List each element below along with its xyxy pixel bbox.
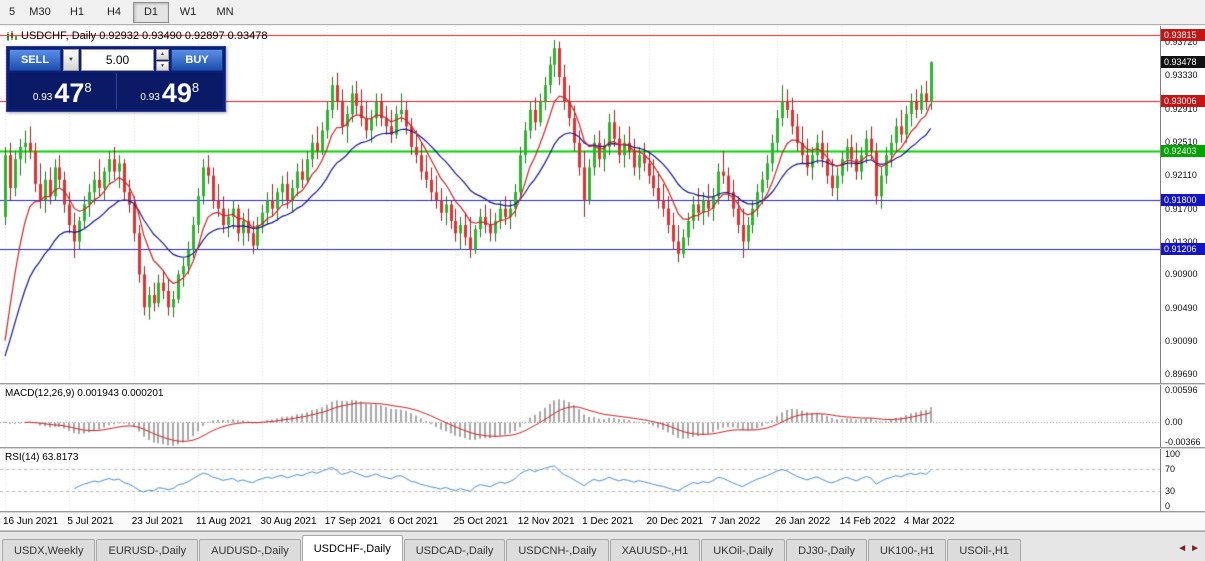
sell-button[interactable]: SELL	[9, 49, 61, 71]
chart-tab-ukoil-daily[interactable]: UKOil-,Daily	[701, 539, 786, 561]
price-level-badge: 0.91800	[1161, 194, 1205, 207]
chart-symbol-icon	[7, 30, 17, 41]
chart-tab-uk100-h1[interactable]: UK100-,H1	[867, 539, 947, 561]
rsi-axis-tick: 30	[1165, 486, 1176, 497]
period-button-5[interactable]: 5	[8, 6, 16, 18]
chart-tab-eurusd-daily[interactable]: EURUSD-,Daily	[96, 539, 199, 561]
volume-spin-down-icon[interactable]: ▼	[156, 60, 169, 71]
rsi-panel: RSI(14) 63.8173 100 70 30 0	[0, 449, 1205, 511]
time-label: 12 Nov 2021	[517, 516, 575, 527]
volume-dropdown-button[interactable]: ▼	[63, 49, 79, 71]
price-tick: 0.90900	[1165, 269, 1198, 280]
price-level-badge: 0.91206	[1161, 243, 1205, 256]
chart-title: USDCHF, Daily 0.92932 0.93490 0.92897 0.…	[6, 30, 267, 42]
time-label: 25 Oct 2021	[453, 516, 508, 527]
macd-axis[interactable]: 0.00596 0.00 -0.00366	[1160, 385, 1205, 447]
chart-tab-usdchf-daily[interactable]: USDCHF-,Daily	[301, 535, 403, 561]
price-tick: 0.92110	[1165, 169, 1197, 180]
one-click-trading-panel: SELL ▼ 5.00 ▲ ▼ BUY 0.93 47 8 0.93 49 8	[6, 46, 226, 112]
time-label: 26 Jan 2022	[775, 516, 831, 527]
chart-tab-xauusd-h1[interactable]: XAUUSD-,H1	[609, 539, 701, 561]
sell-price-prefix: 0.93	[32, 92, 53, 103]
time-label: 16 Jun 2021	[3, 516, 59, 527]
current-price-badge: 0.93478	[1161, 56, 1205, 69]
buy-price[interactable]: 0.93 49 8	[116, 73, 223, 109]
panel-separator[interactable]	[0, 511, 1205, 513]
price-tick: 0.92910	[1165, 104, 1198, 115]
time-label: 20 Dec 2021	[646, 516, 704, 527]
rsi-axis-tick: 70	[1165, 463, 1176, 474]
price-level-badge: 0.93815	[1161, 28, 1205, 41]
period-button-h4[interactable]: H4	[106, 6, 122, 18]
rsi-canvas[interactable]	[0, 449, 1160, 511]
price-tick: 0.93720	[1165, 37, 1198, 48]
buy-price-pips: 49	[161, 78, 192, 108]
sell-price[interactable]: 0.93 47 8	[9, 73, 117, 109]
price-tick: 0.90490	[1165, 303, 1198, 314]
time-label: 11 Aug 2021	[196, 516, 252, 527]
buy-price-point: 8	[191, 80, 200, 95]
rsi-label: RSI(14) 63.8173	[5, 452, 79, 463]
time-label: 30 Aug 2021	[260, 516, 317, 527]
time-label: 7 Jan 2022	[710, 516, 761, 527]
price-level-badge: 0.93006	[1161, 95, 1205, 108]
period-button-h1[interactable]: H1	[69, 6, 85, 18]
panel-separator[interactable]	[0, 383, 1205, 385]
volume-spin-up-icon[interactable]: ▲	[156, 49, 169, 60]
period-button-m30[interactable]: M30	[29, 6, 51, 18]
time-label: 1 Dec 2021	[582, 516, 634, 527]
price-tick: 0.92510	[1165, 136, 1198, 147]
chart-tab-usoil-h1[interactable]: USOil-,H1	[947, 539, 1021, 561]
macd-axis-tick: -0.00366	[1165, 437, 1201, 447]
period-button-mn[interactable]: MN	[216, 6, 234, 18]
macd-axis-tick: 0.00596	[1165, 385, 1198, 395]
time-label: 14 Feb 2022	[839, 516, 896, 527]
time-label: 17 Sep 2021	[324, 516, 382, 527]
price-tick: 0.91300	[1165, 236, 1198, 247]
period-button-d1[interactable]: D1	[133, 1, 169, 23]
price-tick: 0.91700	[1165, 203, 1198, 214]
price-axis[interactable]: 0.93720 0.93330 0.92910 0.92510 0.92110 0.917…	[1160, 26, 1205, 383]
time-axis[interactable]: 16 Jun 2021 5 Jul 2021 23 Jul 2021 11 Aug 2…	[0, 513, 1205, 531]
chart-tab-dj30-daily[interactable]: DJ30-,Daily	[786, 539, 867, 561]
time-label: 4 Mar 2022	[903, 516, 955, 527]
chart-tabs-bar: USDX,Weekly EURUSD-,Daily AUDUSD-,Daily USD…	[0, 531, 1205, 561]
time-label: 23 Jul 2021	[131, 516, 184, 527]
chart-tab-usdx-weekly[interactable]: USDX,Weekly	[2, 539, 96, 561]
volume-input[interactable]: 5.00	[81, 49, 154, 71]
period-button-w1[interactable]: W1	[179, 6, 197, 18]
buy-price-prefix: 0.93	[140, 92, 160, 103]
tab-scroll-left-icon[interactable]: ◄	[1177, 543, 1188, 554]
price-tick: 0.90090	[1165, 336, 1198, 347]
chart-tab-usdcad-daily[interactable]: USDCAD-,Daily	[403, 539, 506, 561]
periods-toolbar: 5 M30 H1 H4 D1 W1 MN	[0, 0, 1205, 25]
chart-tab-usdcnh-daily[interactable]: USDCNH-,Daily	[506, 539, 609, 561]
rsi-axis-tick: 100	[1165, 449, 1181, 459]
macd-axis-tick: 0.00	[1165, 416, 1183, 427]
main-chart-panel: USDCHF, Daily 0.92932 0.93490 0.92897 0.…	[0, 26, 1205, 383]
macd-label: MACD(12,26,9) 0.001943 0.000201	[5, 388, 164, 399]
time-label: 6 Oct 2021	[389, 516, 439, 527]
panel-separator[interactable]	[0, 447, 1205, 449]
tab-scroll-right-icon[interactable]: ►	[1190, 543, 1200, 554]
chart-tab-audusd-daily[interactable]: AUDUSD-,Daily	[199, 539, 301, 561]
sell-price-pips: 47	[54, 78, 85, 108]
price-tick: 0.93330	[1165, 69, 1198, 80]
macd-panel: MACD(12,26,9) 0.001943 0.000201 0.00596 0…	[0, 385, 1205, 447]
price-tick: 0.89690	[1165, 368, 1198, 379]
time-label: 5 Jul 2021	[67, 516, 114, 527]
macd-canvas[interactable]	[0, 385, 1160, 447]
price-level-badge: 0.92403	[1161, 144, 1205, 157]
sell-price-point: 8	[84, 80, 92, 95]
rsi-axis-tick: 0	[1165, 501, 1171, 511]
chart-title-text: USDCHF, Daily 0.92932 0.93490 0.92897 0.…	[21, 30, 268, 42]
rsi-axis[interactable]: 100 70 30 0	[1160, 449, 1205, 511]
tab-scrollers: ◄ ►	[1177, 544, 1200, 554]
buy-button[interactable]: BUY	[171, 49, 223, 71]
